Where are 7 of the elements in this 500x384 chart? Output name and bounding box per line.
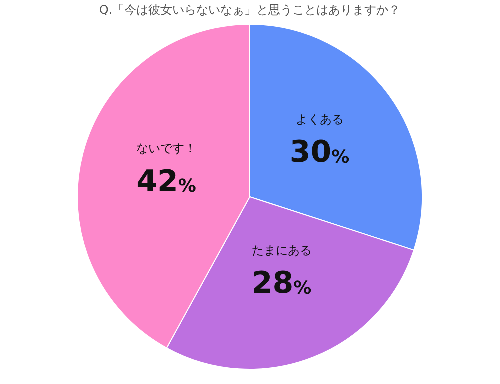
slice-label: たまにある [252,243,312,258]
data-label: 42% [136,164,196,200]
chart-title: Q.「今は彼女いらないなぁ」と思うことはありますか？ [98,2,402,19]
slice-label: ないです！ [136,142,196,156]
slice-label: よくある [296,112,344,126]
data-label: 28% [252,266,312,301]
data-label: 30% [290,135,350,170]
